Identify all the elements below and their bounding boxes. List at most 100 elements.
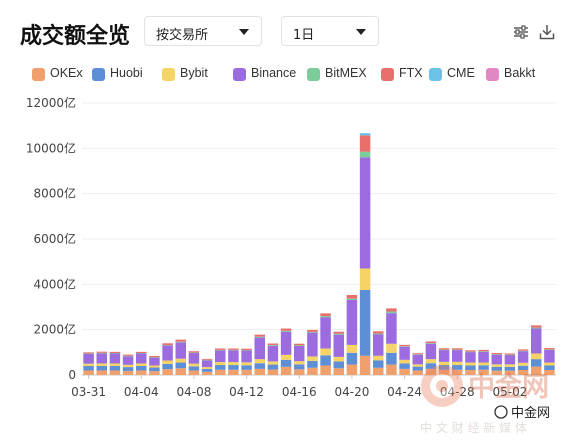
bar-segment: [438, 348, 450, 350]
bar-segment: [452, 365, 463, 370]
bar-segment: [386, 343, 397, 353]
bar-segment: [544, 348, 555, 350]
x-tick-label: 04-16: [282, 385, 317, 399]
bar-segment: [175, 342, 186, 359]
bar-segment: [215, 348, 226, 350]
bar-segment: [136, 365, 147, 371]
bar-segment: [188, 370, 200, 375]
bar-segment: [333, 331, 344, 334]
bar-segment: [517, 350, 529, 352]
bar-segment: [425, 343, 437, 360]
bar-segment: [175, 358, 186, 363]
bar-segment: [175, 341, 186, 343]
bar-segment: [412, 364, 423, 367]
bar-segment: [373, 333, 384, 335]
bar-segment: [452, 350, 463, 362]
bar-segment: [373, 360, 384, 368]
bar-segment: [83, 353, 94, 354]
bar-segment: [96, 353, 107, 364]
bar-segment: [491, 370, 502, 375]
bar-segment: [83, 352, 94, 354]
bar-segment: [425, 368, 437, 375]
y-tick-label: 10000亿: [26, 140, 76, 155]
bar-segment: [188, 363, 200, 367]
bar-segment: [531, 359, 542, 367]
legend-swatch: [429, 68, 442, 81]
period-select[interactable]: 1日: [281, 16, 379, 46]
bar-segment: [452, 369, 463, 375]
bar-segment: [228, 365, 239, 370]
bar-segment: [83, 353, 94, 364]
bar-segment: [109, 351, 121, 354]
bar-segment: [136, 370, 147, 375]
bar-segment: [517, 351, 529, 363]
bar-segment: [162, 363, 173, 370]
bar-segment: [267, 343, 279, 346]
bar-segment: [465, 365, 476, 371]
bar-segment: [241, 362, 252, 366]
bar-segment: [333, 334, 344, 357]
bar-segment: [280, 366, 292, 375]
bar-segment: [320, 313, 331, 317]
bar-segment: [359, 135, 371, 152]
bar-segment: [544, 349, 555, 350]
watermark-sub-text: 中 文 财 经 新 媒 体: [420, 420, 527, 435]
bar-segment: [412, 370, 423, 375]
legend-label: CME: [447, 66, 475, 80]
bar-segment: [201, 360, 213, 368]
bar-segment: [517, 370, 529, 375]
bar-segment: [320, 355, 331, 366]
bar-segment: [399, 363, 410, 369]
bar-segment: [491, 354, 502, 365]
legend-swatch: [162, 68, 175, 81]
bar-segment: [307, 329, 318, 332]
bar-segment: [149, 357, 160, 366]
bar-segment: [267, 369, 279, 375]
bar-segment: [359, 133, 371, 136]
bar-segment: [294, 361, 305, 365]
bar-segment: [307, 356, 318, 361]
bar-segment: [333, 361, 344, 369]
bar-segment: [228, 369, 239, 375]
bar-segment: [215, 362, 226, 366]
bar-segment: [465, 350, 476, 352]
bar-segment: [373, 331, 384, 334]
volume-bar-chart: 0 2000亿 4000亿 6000亿 8000亿 10000亿 12000亿 03-31 04…: [26, 95, 556, 399]
download-icon[interactable]: [539, 24, 555, 40]
filter-settings-icon[interactable]: [513, 24, 529, 40]
bar-segment: [307, 367, 318, 375]
bar-segment: [149, 365, 160, 368]
bar-segment: [452, 349, 463, 351]
bar-segment: [320, 348, 331, 356]
bar-segment: [359, 290, 371, 356]
bar-segment: [307, 332, 318, 357]
bar-segment: [122, 370, 134, 375]
wechat-icon: [494, 405, 508, 419]
bar-segment: [491, 354, 502, 355]
exchange-select[interactable]: 按交易所: [144, 16, 262, 46]
bar-segment: [412, 366, 423, 371]
bar-segment: [346, 299, 358, 345]
bar-segment: [412, 354, 423, 365]
bar-segment: [122, 364, 134, 368]
bar-segment: [267, 345, 279, 362]
bar-segment: [215, 349, 226, 351]
bar-segment: [544, 370, 555, 375]
bar-segment: [241, 369, 252, 375]
legend-swatch: [381, 68, 394, 81]
bar-segment: [438, 365, 450, 370]
bar-segment: [386, 308, 397, 312]
bar-segment: [280, 330, 292, 332]
bar-segment: [346, 294, 358, 299]
legend-label: FTX: [399, 66, 423, 80]
bar-segment: [96, 370, 107, 375]
bar-segment: [280, 328, 292, 331]
bar-segment: [438, 349, 450, 351]
bar-segment: [425, 359, 437, 364]
bar-segment: [491, 364, 502, 367]
bar-segment: [188, 366, 200, 371]
bar-segment: [136, 351, 147, 354]
legend-swatch: [92, 68, 105, 81]
bar-segment: [320, 316, 331, 318]
bar-segment: [465, 352, 476, 363]
